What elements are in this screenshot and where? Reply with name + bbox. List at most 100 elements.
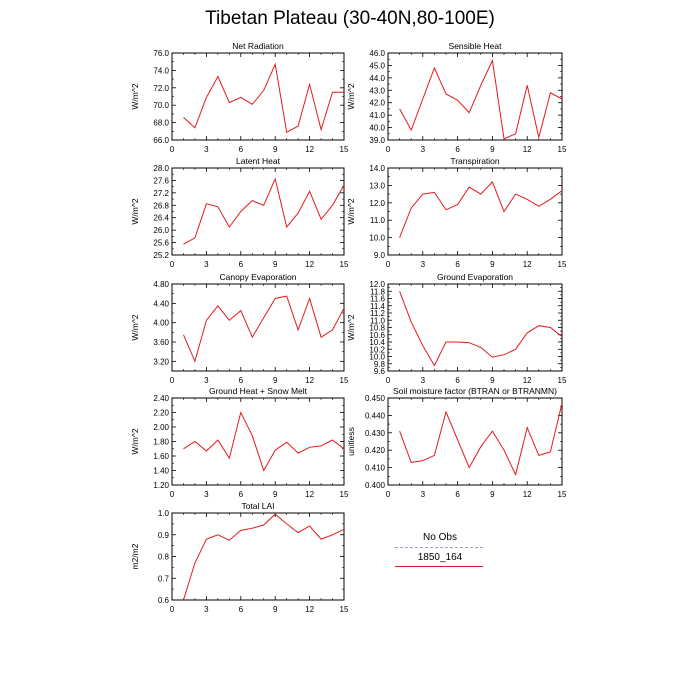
y-tick-label: 46.0: [369, 49, 385, 58]
y-tick-label: 13.0: [369, 181, 385, 190]
panel-2: Sensible Heat W/m^2 39.0 40.0 41.0 42.0 43.0 44…: [346, 41, 567, 154]
panel-4: Transpiration W/m^2 9.0 10.0 11.0 12.0 13.0 14.…: [346, 156, 567, 269]
y-tick-label: 0.440: [365, 411, 386, 420]
panel-title: Soil moisture factor (BTRAN or BTRANMN): [393, 386, 557, 396]
x-tick-label: 0: [170, 145, 175, 154]
plot-frame: [171, 52, 345, 141]
x-tick-label: 3: [204, 376, 209, 385]
y-tick-label: 40.0: [369, 124, 385, 133]
legend-label-1850-164: 1850_164: [417, 552, 463, 563]
series-line-1850-164: [183, 295, 345, 363]
series-line-1850-164: [399, 403, 563, 477]
x-tick-label: 12: [523, 490, 532, 499]
y-tick-label: 2.40: [153, 394, 169, 403]
x-tick-label: 9: [490, 260, 495, 269]
panel-title: Sensible Heat: [449, 41, 503, 51]
y-tick-label: 12.0: [369, 280, 385, 289]
x-tick-label: 6: [455, 490, 460, 499]
x-tick-label: 15: [340, 145, 349, 154]
y-tick-label: 0.8: [158, 553, 170, 562]
y-tick-label: 45.0: [369, 61, 385, 70]
y-axis-label: W/m^2: [346, 198, 356, 224]
y-tick-label: 25.6: [153, 239, 169, 248]
y-tick-label: 0.7: [158, 574, 170, 583]
panel-title: Ground Heat + Snow Melt: [209, 386, 308, 396]
y-tick-label: 2.20: [153, 409, 169, 418]
x-tick-label: 0: [386, 490, 391, 499]
y-tick-label: 26.4: [153, 214, 169, 223]
figure-title: Tibetan Plateau (30-40N,80-100E): [205, 8, 495, 29]
x-tick-label: 12: [305, 490, 314, 499]
y-tick-label: 26.8: [153, 201, 169, 210]
y-tick-label: 11.0: [370, 216, 386, 225]
y-tick-label: 27.6: [153, 176, 169, 185]
y-tick-label: 0.430: [365, 429, 386, 438]
x-tick-label: 3: [421, 376, 426, 385]
y-axis-label: W/m^2: [130, 198, 140, 224]
y-tick-label: 4.00: [153, 319, 169, 328]
y-tick-label: 9.8: [374, 360, 386, 369]
x-tick-label: 15: [558, 490, 567, 499]
x-tick-label: 0: [170, 490, 175, 499]
y-axis-label: W/m^2: [130, 314, 140, 340]
y-tick-label: 43.0: [369, 86, 385, 95]
x-tick-label: 9: [490, 376, 495, 385]
y-tick-label: 28.0: [153, 164, 169, 173]
x-tick-label: 9: [273, 145, 278, 154]
x-tick-label: 6: [239, 260, 244, 269]
plot-frame: [171, 397, 345, 486]
x-tick-label: 12: [305, 376, 314, 385]
x-tick-label: 0: [386, 145, 391, 154]
y-tick-label: 10.2: [369, 345, 385, 354]
y-tick-label: 0.410: [365, 464, 386, 473]
x-tick-label: 12: [305, 145, 314, 154]
y-tick-label: 0.6: [158, 596, 170, 605]
y-axis-label: W/m^2: [130, 428, 140, 454]
y-axis-label: W/m^2: [346, 314, 356, 340]
y-tick-label: 44.0: [369, 74, 385, 83]
y-tick-label: 25.2: [153, 251, 169, 260]
series-line-1850-164: [183, 62, 344, 133]
x-tick-label: 3: [204, 490, 209, 499]
x-tick-label: 3: [204, 605, 209, 614]
y-tick-label: 1.40: [153, 467, 169, 476]
y-tick-label: 0.450: [365, 394, 386, 403]
panel-title: Ground Evaporation: [437, 272, 513, 282]
x-tick-label: 0: [386, 376, 391, 385]
y-tick-label: 10.4: [369, 338, 385, 347]
panel-8: Soil moisture factor (BTRAN or BTRANMN) u…: [346, 386, 567, 499]
panel-title: Canopy Evaporation: [219, 272, 296, 282]
y-tick-label: 11.0: [370, 316, 386, 325]
y-tick-label: 10.6: [369, 331, 385, 340]
x-tick-label: 9: [490, 145, 495, 154]
y-tick-label: 1.20: [153, 481, 169, 490]
y-tick-label: 27.2: [153, 189, 169, 198]
series-line-1850-164: [399, 291, 563, 367]
x-tick-label: 6: [239, 376, 244, 385]
x-tick-label: 6: [239, 605, 244, 614]
x-tick-label: 12: [523, 260, 532, 269]
panel-9: Total LAI m2/m2 0.6 0.7 0.8 0.9 1.0 0 3 6 9 12 15: [130, 501, 349, 614]
x-tick-label: 15: [340, 605, 349, 614]
x-tick-label: 9: [273, 490, 278, 499]
y-tick-label: 11.4: [370, 302, 386, 311]
y-tick-label: 3.60: [153, 338, 169, 347]
y-tick-label: 1.0: [158, 509, 170, 518]
y-tick-label: 10.8: [369, 324, 385, 333]
y-tick-label: 66.0: [153, 136, 169, 145]
y-tick-label: 11.6: [370, 295, 386, 304]
panel-3: Latent Heat W/m^2 25.2 25.6 26.0 26.4 26.8 27.2…: [130, 156, 349, 269]
panel-title: Latent Heat: [236, 156, 281, 166]
y-axis-label: W/m^2: [130, 83, 140, 109]
y-axis-label: unitless: [346, 427, 356, 456]
y-tick-label: 12.0: [369, 199, 385, 208]
series-line-1850-164: [183, 411, 345, 472]
y-tick-label: 4.80: [153, 280, 169, 289]
y-tick-label: 76.0: [153, 49, 169, 58]
panel-5: Canopy Evaporation W/m^2 3.20 3.60 4.00 4.40 4…: [130, 272, 349, 385]
x-tick-label: 6: [239, 145, 244, 154]
series-line-1850-164: [183, 177, 345, 245]
y-tick-label: 0.420: [365, 446, 386, 455]
x-tick-label: 3: [204, 260, 209, 269]
y-tick-label: 74.0: [153, 66, 169, 75]
